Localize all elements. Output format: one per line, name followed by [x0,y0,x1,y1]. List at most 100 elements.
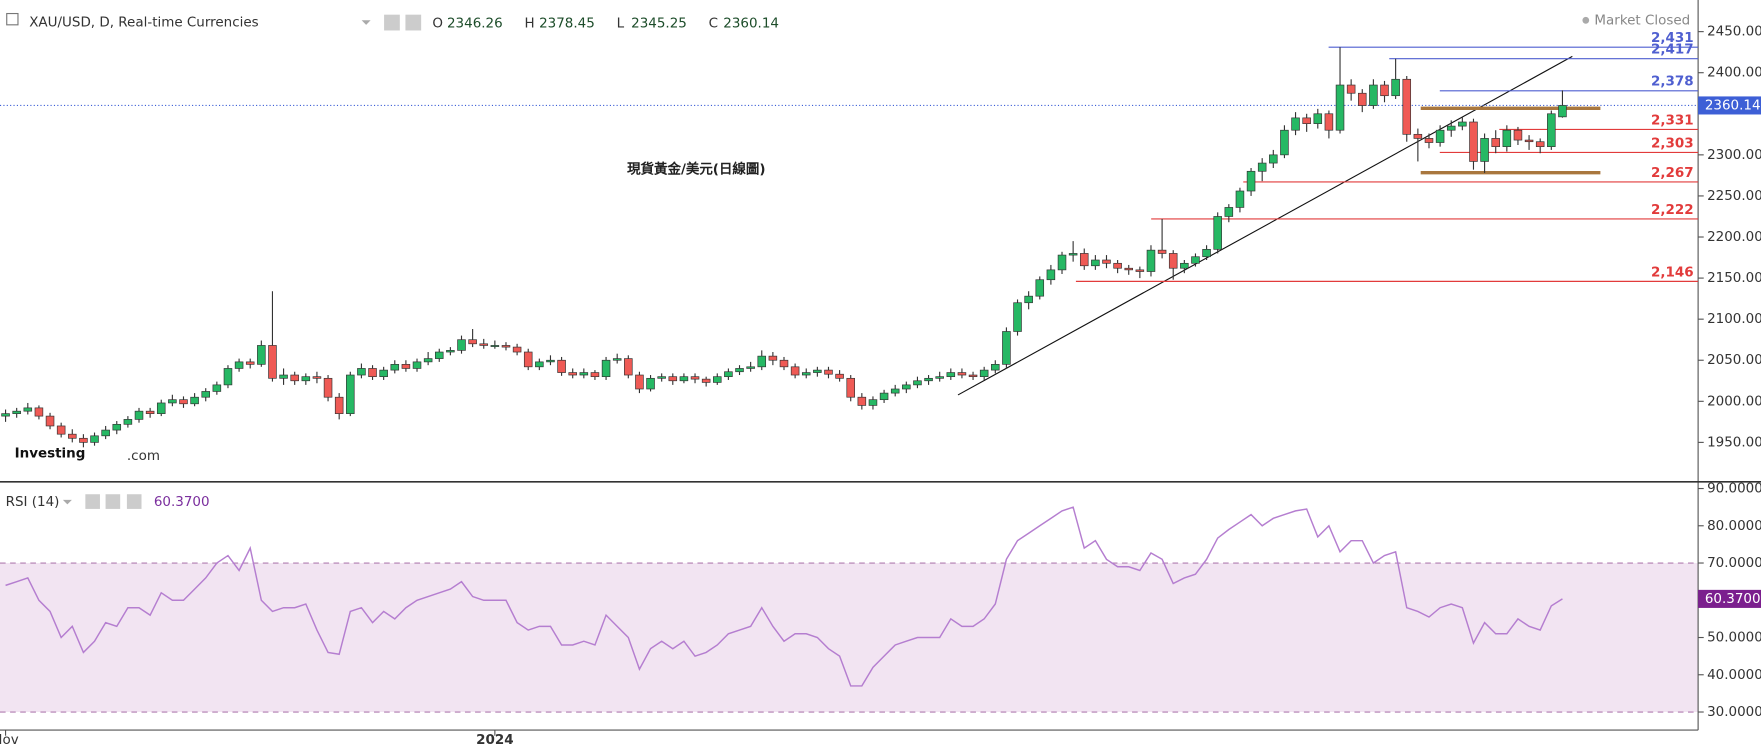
candle-body [913,380,922,386]
candle-body [168,399,177,404]
candle-body [813,369,822,373]
candle-body [390,364,400,371]
candle-body [1324,113,1334,131]
candle-body [1291,117,1300,131]
candle-body [323,377,333,398]
candle-body [190,396,199,405]
y-tick-label: 2100.00 [1707,311,1761,327]
y-tick-label: 30.0000 [1707,704,1761,720]
y-tick-label: 2050.00 [1707,352,1761,368]
candle-body [857,396,867,406]
candle-body [1446,125,1456,131]
candle-body [468,339,477,345]
candle-body [1180,262,1189,269]
candle-body [824,369,833,375]
y-tick-label: 50.0000 [1707,629,1761,645]
candle-body [612,358,622,361]
candle-body [679,376,689,382]
candle-body [1091,259,1100,267]
candle-body [412,361,422,369]
level-label: 2,331 [1651,112,1694,128]
candle-body [446,350,455,353]
candle-body [90,435,99,443]
candle-body [290,374,299,382]
candle-body [790,366,800,376]
level-label: 2,431 [1651,30,1694,46]
rsi-tag [1698,589,1761,608]
candle-body [1435,129,1445,143]
candle-body [490,345,500,347]
candle-body [56,425,66,435]
candle-body [357,368,366,376]
rsi-settings-icon[interactable] [105,494,121,509]
candle-body [701,378,711,383]
candle-body [1480,138,1489,162]
status-dot [1582,16,1590,24]
candle-body [1280,129,1289,156]
candle-body [312,376,322,379]
candle-body [946,372,956,378]
settings-icon[interactable] [405,14,422,31]
candle-body [245,361,255,365]
rsi-eye-icon[interactable] [85,494,100,509]
candle-body [1002,331,1011,365]
y-tick-label: 2300.00 [1707,147,1761,163]
watermark-domain: .com [127,448,160,464]
dropdown-arrow[interactable] [361,20,371,25]
candle-body [724,371,733,378]
candle-body [1357,92,1367,106]
candle-body [1102,259,1111,264]
rsi-close-icon[interactable] [126,494,142,509]
candle-body [746,366,755,369]
candle-body [1547,113,1556,147]
candle-body [590,372,600,378]
candle-body [257,345,266,365]
ohlc-value: 2378.45 [539,16,595,32]
candle-body [523,351,533,368]
candle-body [101,429,110,437]
candle-body [434,351,444,359]
candle-body [924,377,933,382]
candle-body [1391,78,1400,97]
market-status: Market Closed [1594,12,1690,28]
candle-body [379,369,388,378]
collapse-icon[interactable] [6,12,19,26]
candle-body [1235,190,1245,208]
candle-body [112,423,122,431]
candle-body [1202,248,1211,258]
last-price-label: 2360.14 [1705,97,1761,113]
candle-body [212,384,222,392]
y-tick-label: 2400.00 [1707,65,1761,81]
candle-body [979,369,989,378]
candle-body [1124,267,1134,271]
candle-body [557,359,566,373]
candle-body [1558,105,1567,118]
candle-body [935,376,944,379]
candle-body [1157,249,1167,254]
candle-body [735,368,744,373]
candle-body [868,399,878,406]
rsi-band [0,563,1699,713]
candle-body [668,376,678,382]
rsi-dropdown[interactable] [62,499,72,505]
candle-body [546,359,555,363]
level-label: 2,222 [1651,202,1694,218]
candle-body [690,376,700,380]
candle-body [1469,121,1478,162]
ohlc-value: 2346.26 [447,16,503,32]
candle-body [991,364,1000,371]
candle-body [1113,262,1122,269]
candle-body [179,399,188,405]
candle-body [1035,279,1045,297]
candle-body [957,372,967,376]
y-tick-label: 90.0000 [1707,481,1761,497]
candle-body [1057,254,1067,271]
candle-body [401,364,411,369]
rsi-line [5,506,1563,687]
level-label: 2,417 [1651,42,1694,58]
ohlc-value: 2360.14 [723,16,779,32]
eye-icon[interactable] [384,14,400,31]
candle-body [1046,269,1056,281]
level-label: 2,303 [1651,135,1694,151]
